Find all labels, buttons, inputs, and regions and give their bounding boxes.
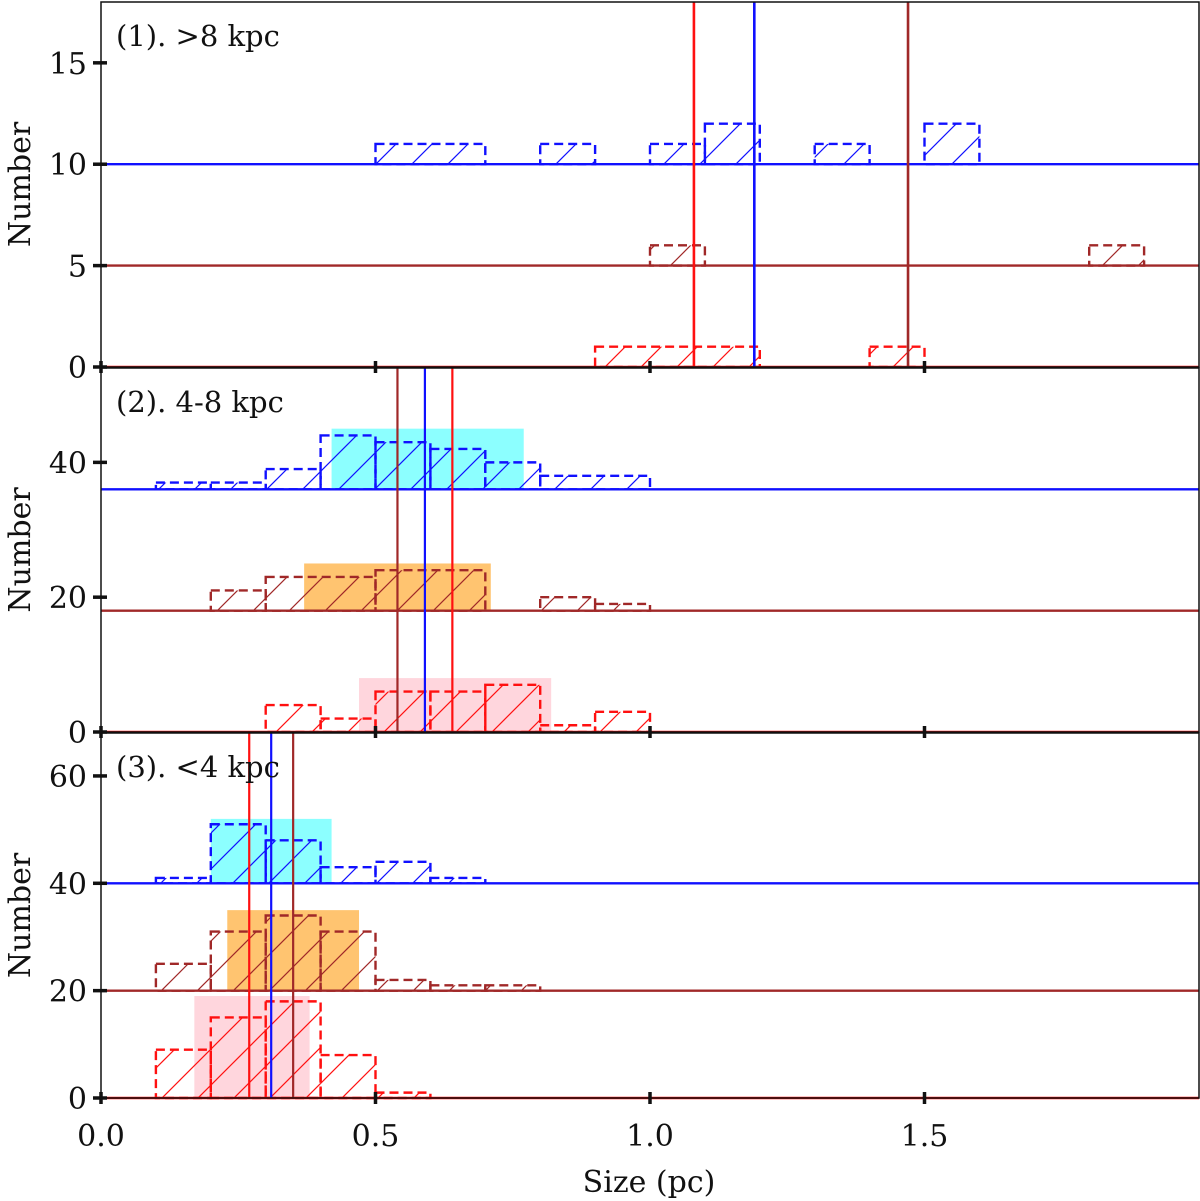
- y-tick-label: 0: [68, 351, 87, 386]
- y-axis-label: Number: [3, 487, 38, 613]
- bar-blue: [154, 481, 212, 491]
- bar-red: [429, 690, 487, 734]
- y-tick-label: 0: [68, 1082, 87, 1117]
- x-tick-labels: 0.0 0.5 1.0 1.5: [77, 1119, 948, 1154]
- bar-brown: [209, 930, 267, 992]
- bar-brown: [1087, 244, 1146, 267]
- bar-blue: [319, 865, 377, 885]
- bar-red: [209, 1016, 267, 1100]
- bar-blue: [209, 823, 267, 885]
- bar-blue: [264, 467, 322, 491]
- bar-blue: [539, 142, 597, 166]
- bar-brown: [264, 575, 377, 612]
- y-tick-label: 0: [68, 716, 87, 751]
- bar-blue: [429, 447, 487, 491]
- y-tick-label: 60: [49, 760, 87, 795]
- bar-brown: [319, 930, 377, 992]
- bar-brown: [539, 595, 597, 612]
- bar-red: [319, 717, 377, 734]
- bar-blue: [374, 860, 432, 885]
- bar-brown: [429, 984, 487, 992]
- y-tick-label: 15: [49, 47, 87, 82]
- bar-blue: [154, 876, 212, 885]
- bar-blue: [374, 440, 432, 491]
- bar-red: [264, 703, 322, 734]
- panel-3: 0 20 40 60 Number (3). <4 kpc: [3, 732, 1200, 1117]
- bar-brown: [374, 569, 487, 612]
- bar-blue: [539, 474, 652, 491]
- panel-2: 0 20 40 Number (2). 4-8 kpc: [3, 367, 1200, 751]
- bar-blue: [484, 461, 542, 491]
- bar-red: [154, 1048, 212, 1100]
- bar-brown: [374, 978, 432, 992]
- x-tick-label: 1.5: [901, 1119, 949, 1154]
- bar-brown: [154, 962, 212, 992]
- bar-blue: [648, 142, 707, 166]
- y-tick-label: 40: [49, 867, 87, 902]
- bar-red: [868, 345, 926, 369]
- panel-label: (3). <4 kpc: [116, 750, 280, 784]
- bar-red: [319, 1053, 377, 1100]
- bar-blue: [923, 122, 981, 166]
- bar-red: [539, 724, 597, 734]
- bar-red: [374, 690, 432, 734]
- bar-blue: [209, 481, 267, 491]
- bar-blue: [429, 876, 487, 885]
- bar-brown: [648, 244, 707, 267]
- y-axis-label: Number: [3, 121, 38, 247]
- panel-label: (2). 4-8 kpc: [116, 385, 284, 419]
- bar-brown: [484, 984, 542, 992]
- bar-blue: [374, 142, 487, 166]
- y-axis-label: Number: [3, 852, 38, 978]
- y-tick-label: 20: [49, 581, 87, 616]
- y-tick-label: 10: [49, 148, 87, 183]
- bar-brown: [593, 602, 652, 612]
- panel-frame: [100, 367, 1200, 733]
- x-axis-label: Size (pc): [583, 1165, 716, 1200]
- bar-blue: [319, 434, 377, 491]
- panel-frame: [100, 1, 1200, 368]
- x-tick-label: 1.0: [626, 1119, 674, 1154]
- bar-blue: [703, 122, 762, 166]
- bar-blue: [813, 142, 871, 166]
- panel-1: 0 5 10 15 Number (1). >8 kpc: [3, 1, 1200, 386]
- bar-red: [374, 1091, 432, 1100]
- bar-red: [593, 345, 761, 369]
- bar-red: [484, 683, 542, 734]
- y-tick-label: 20: [49, 975, 87, 1010]
- panel-label: (1). >8 kpc: [116, 19, 280, 53]
- bar-red: [593, 710, 652, 734]
- x-tick-label: 0.5: [352, 1119, 400, 1154]
- x-tick-label: 0.0: [77, 1119, 125, 1154]
- y-tick-label: 5: [68, 250, 87, 285]
- y-tick-label: 40: [49, 446, 87, 481]
- bar-brown: [209, 589, 267, 612]
